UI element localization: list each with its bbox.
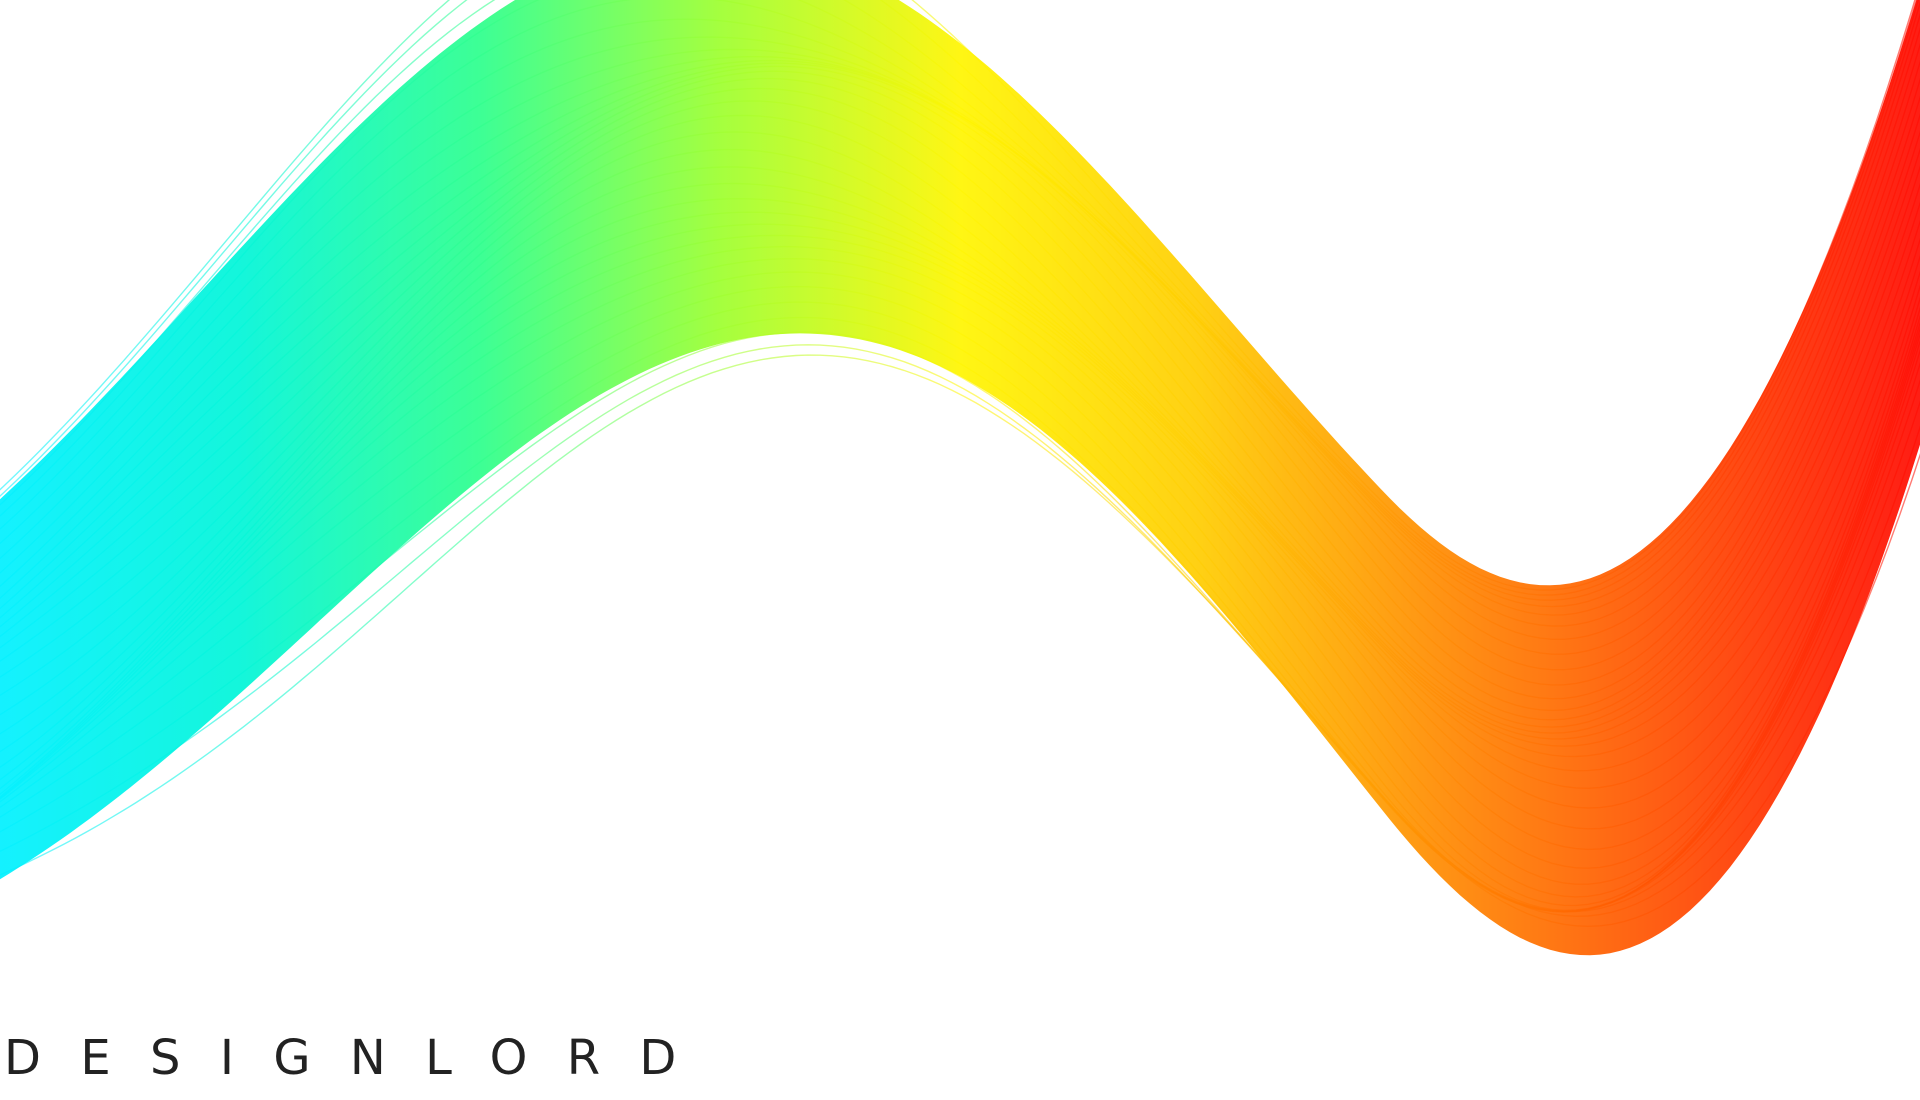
wave-strand-line bbox=[0, 65, 1920, 712]
wave-strand-line bbox=[0, 100, 1920, 740]
wave-strand-line bbox=[0, 56, 1920, 671]
brand-wordmark: DESIGNLORD bbox=[4, 1030, 716, 1086]
wave-fill-layer bbox=[0, 0, 1920, 956]
wave-strand-line bbox=[0, 211, 1920, 851]
wave-strand-line bbox=[0, 131, 1920, 758]
wave-strand-line bbox=[0, 0, 1920, 608]
wave-strand-line bbox=[0, 70, 1920, 721]
wave-strand-line bbox=[0, 344, 1920, 918]
wave-strand-line bbox=[0, 148, 1920, 772]
wave-strand-line bbox=[0, 245, 1920, 898]
wave-strand-line bbox=[0, 166, 1920, 790]
wave-strand-line bbox=[0, 223, 1920, 869]
wave-strand-line bbox=[0, 87, 1920, 734]
wave-strand-line bbox=[0, 234, 1920, 885]
wave-ribbon-body bbox=[0, 0, 1920, 956]
wave-strand-line bbox=[0, 59, 1920, 686]
wave-strand-line bbox=[0, 182, 1920, 809]
wave-strand-line bbox=[0, 354, 1920, 928]
wave-strand-line bbox=[0, 197, 1920, 830]
wave-strand-line bbox=[0, 0, 1920, 601]
wave-strand-lines bbox=[0, 0, 1920, 928]
wave-strand-line bbox=[0, 331, 1920, 913]
wave-strand-line bbox=[0, 114, 1920, 747]
wave-strand-line bbox=[0, 257, 1920, 907]
wave-strand-line bbox=[0, 0, 1920, 616]
wave-strand-line bbox=[0, 0, 1916, 591]
wave-strand-line bbox=[0, 77, 1920, 728]
wave-strand-line bbox=[0, 18, 1920, 627]
wave-strand-line bbox=[0, 316, 1920, 912]
wave-strand-line bbox=[0, 62, 1920, 700]
wave-strand-line bbox=[0, 0, 1918, 596]
